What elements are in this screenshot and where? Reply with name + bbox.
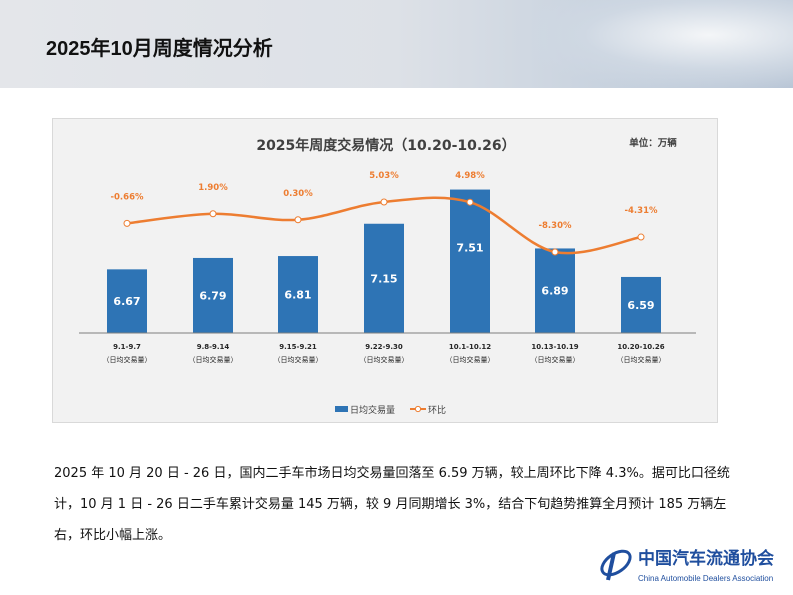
bar-value-label: 6.81 (284, 289, 311, 302)
logo-cn: 中国汽车流通协会 (638, 549, 774, 569)
cada-logo: 中国汽车流通协会 China Automobile Dealers Associ… (592, 546, 793, 594)
header-banner (0, 0, 793, 88)
x-tick-sublabel: （日均交易量） (103, 355, 152, 364)
x-tick-sublabel: （日均交易量） (531, 355, 580, 364)
mom-value-label: -0.66% (110, 192, 143, 202)
bar-value-label: 7.51 (456, 241, 483, 254)
x-tick-sublabel: （日均交易量） (360, 355, 409, 364)
x-tick-label: 10.13-10.19 (531, 343, 578, 351)
banner-image (513, 0, 793, 88)
legend: 日均交易量 环比 (335, 404, 446, 416)
x-tick-sublabel: （日均交易量） (274, 355, 323, 364)
chart-title: 2025年周度交易情况（10.20-10.26） (256, 137, 515, 154)
bar-value-label: 6.67 (113, 295, 140, 308)
bar-value-label: 6.59 (627, 299, 654, 312)
logo-en: China Automobile Dealers Association (638, 574, 774, 583)
chart-panel: 2025年周度交易情况（10.20-10.26） 单位：万辆 6.67 6.79 6… (52, 118, 718, 423)
x-tick-sublabel: （日均交易量） (617, 355, 666, 364)
mom-value-label: 5.03% (369, 171, 399, 181)
x-tick-sublabel: （日均交易量） (189, 355, 238, 364)
x-tick-label: 9.15-9.21 (279, 343, 317, 351)
analysis-paragraph: 2025 年 10 月 20 日 - 26 日，国内二手车市场日均交易量回落至 … (54, 466, 730, 543)
bar (107, 269, 147, 333)
bar (450, 189, 490, 333)
bar-value-label: 6.89 (541, 285, 568, 298)
legend-line-label: 环比 (428, 404, 446, 416)
chart: 2025年周度交易情况（10.20-10.26） 单位：万辆 6.67 6.79 6… (79, 137, 696, 416)
page-title: 2025年10月周度情况分析 (46, 38, 273, 60)
x-tick-label: 10.20-10.26 (617, 343, 664, 351)
legend-line-marker (414, 405, 422, 413)
mom-point (123, 219, 131, 227)
mom-point (380, 198, 388, 206)
bar-value-label: 6.79 (199, 289, 226, 302)
bar (364, 223, 404, 333)
legend-bar-label: 日均交易量 (350, 404, 395, 416)
bar (278, 256, 318, 333)
x-tick-label: 9.1-9.7 (113, 343, 141, 351)
x-tick-label: 9.22-9.30 (365, 343, 403, 351)
mom-value-label: 4.98% (455, 171, 485, 181)
mom-point (209, 210, 217, 218)
cada-logo-mark (600, 549, 632, 581)
mom-point (294, 216, 302, 224)
mom-value-label: -8.30% (538, 221, 571, 231)
bar (193, 257, 233, 333)
mom-point (637, 233, 645, 241)
mom-point (551, 248, 559, 256)
chart-unit: 单位：万辆 (629, 137, 677, 149)
mom-value-label: -4.31% (624, 206, 657, 216)
x-tick-label: 10.1-10.12 (449, 343, 491, 351)
mom-value-label: 0.30% (283, 189, 313, 199)
legend-bar-swatch (335, 406, 348, 412)
bar (535, 248, 575, 333)
mom-point (466, 198, 474, 206)
mom-value-label: 1.90% (198, 183, 228, 193)
bar (621, 276, 661, 333)
bar-value-label: 7.15 (370, 272, 397, 285)
x-tick-label: 9.8-9.14 (197, 343, 230, 351)
x-tick-sublabel: （日均交易量） (446, 355, 495, 364)
